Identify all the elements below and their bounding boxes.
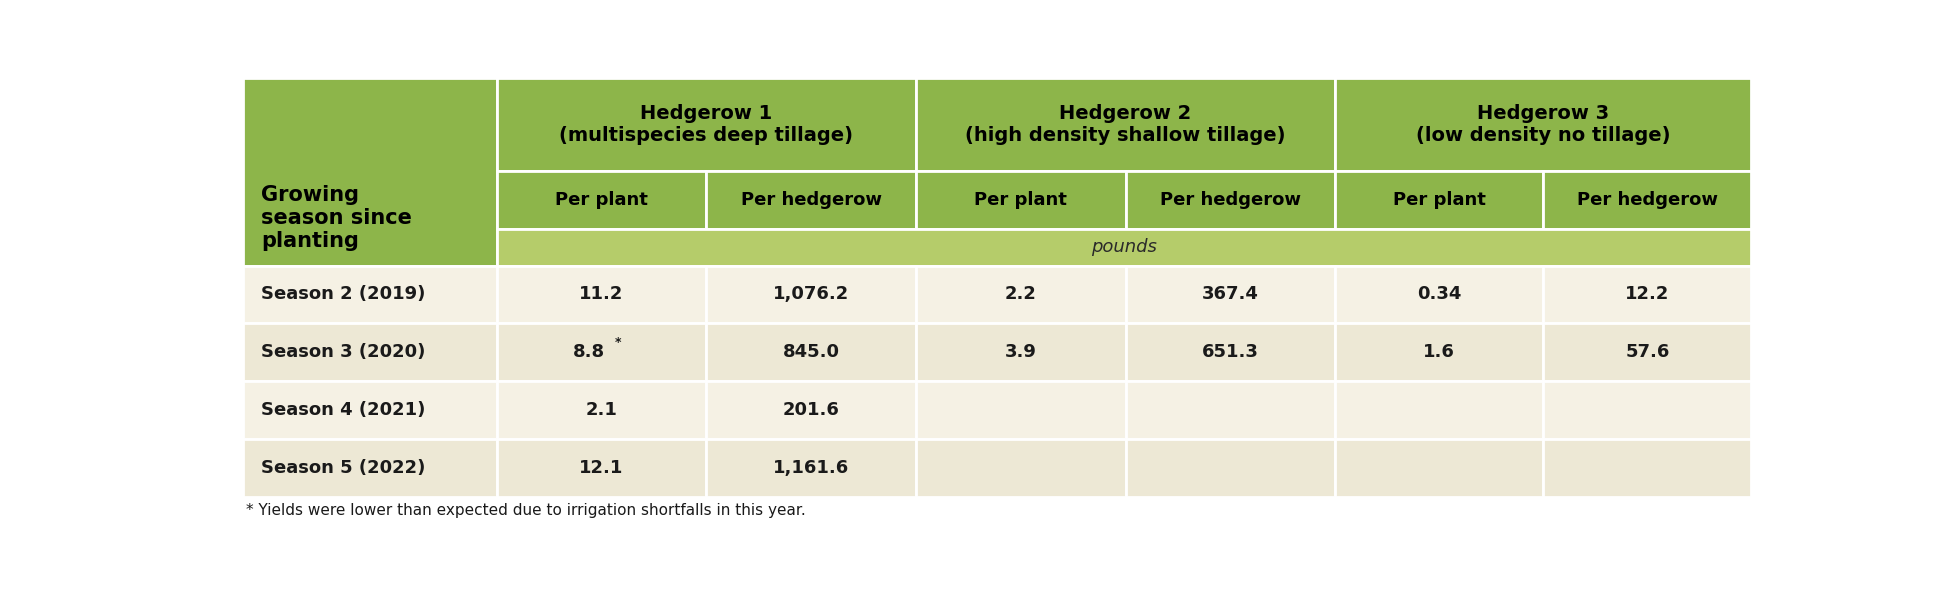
Text: 2.1: 2.1 [586,401,617,419]
FancyBboxPatch shape [1335,381,1543,439]
Text: Season 5 (2022): Season 5 (2022) [261,459,426,477]
FancyBboxPatch shape [243,78,496,266]
Text: 2.2: 2.2 [1004,286,1037,303]
Text: Growing
season since
planting: Growing season since planting [261,185,413,251]
Text: * Yields were lower than expected due to irrigation shortfalls in this year.: * Yields were lower than expected due to… [245,503,806,519]
FancyBboxPatch shape [1543,439,1751,497]
FancyBboxPatch shape [496,439,706,497]
FancyBboxPatch shape [917,323,1125,381]
Text: Per plant: Per plant [975,191,1066,209]
FancyBboxPatch shape [1543,171,1751,229]
FancyBboxPatch shape [1125,381,1335,439]
Text: *: * [615,336,621,349]
Text: 651.3: 651.3 [1203,343,1259,361]
FancyBboxPatch shape [1125,266,1335,323]
Text: 3.9: 3.9 [1004,343,1037,361]
FancyBboxPatch shape [917,78,1335,171]
Text: Season 4 (2021): Season 4 (2021) [261,401,426,419]
FancyBboxPatch shape [496,323,706,381]
Text: 12.1: 12.1 [580,459,623,477]
Text: Hedgerow 2
(high density shallow tillage): Hedgerow 2 (high density shallow tillage… [965,104,1286,145]
FancyBboxPatch shape [1335,78,1751,171]
Text: Hedgerow 1
(multispecies deep tillage): Hedgerow 1 (multispecies deep tillage) [559,104,852,145]
FancyBboxPatch shape [496,381,706,439]
Text: 1,161.6: 1,161.6 [773,459,848,477]
Text: Per hedgerow: Per hedgerow [1160,191,1300,209]
Text: Per plant: Per plant [555,191,648,209]
FancyBboxPatch shape [1335,171,1543,229]
FancyBboxPatch shape [496,266,706,323]
FancyBboxPatch shape [243,381,496,439]
FancyBboxPatch shape [243,266,496,323]
Text: 0.34: 0.34 [1417,286,1461,303]
Text: 845.0: 845.0 [782,343,839,361]
FancyBboxPatch shape [917,266,1125,323]
FancyBboxPatch shape [706,323,917,381]
FancyBboxPatch shape [243,323,496,381]
FancyBboxPatch shape [1125,171,1335,229]
Text: Hedgerow 3
(low density no tillage): Hedgerow 3 (low density no tillage) [1417,104,1670,145]
Text: 57.6: 57.6 [1625,343,1670,361]
Text: 1,076.2: 1,076.2 [773,286,848,303]
FancyBboxPatch shape [1125,323,1335,381]
FancyBboxPatch shape [1335,323,1543,381]
Text: Per plant: Per plant [1393,191,1485,209]
FancyBboxPatch shape [1543,266,1751,323]
Text: 8.8: 8.8 [574,343,605,361]
FancyBboxPatch shape [243,439,496,497]
Text: 201.6: 201.6 [782,401,839,419]
Text: 11.2: 11.2 [580,286,623,303]
Text: Per hedgerow: Per hedgerow [741,191,882,209]
Text: 367.4: 367.4 [1203,286,1259,303]
FancyBboxPatch shape [706,381,917,439]
Text: Season 3 (2020): Season 3 (2020) [261,343,426,361]
FancyBboxPatch shape [496,78,917,171]
Text: Per hedgerow: Per hedgerow [1576,191,1718,209]
FancyBboxPatch shape [1543,381,1751,439]
FancyBboxPatch shape [1125,439,1335,497]
FancyBboxPatch shape [496,171,706,229]
Text: pounds: pounds [1092,238,1158,256]
Text: Season 2 (2019): Season 2 (2019) [261,286,426,303]
FancyBboxPatch shape [917,381,1125,439]
FancyBboxPatch shape [1543,323,1751,381]
Text: 12.2: 12.2 [1625,286,1670,303]
FancyBboxPatch shape [706,439,917,497]
FancyBboxPatch shape [1335,439,1543,497]
FancyBboxPatch shape [917,439,1125,497]
FancyBboxPatch shape [1335,266,1543,323]
FancyBboxPatch shape [496,229,1751,266]
Text: 1.6: 1.6 [1423,343,1456,361]
FancyBboxPatch shape [917,171,1125,229]
FancyBboxPatch shape [706,266,917,323]
FancyBboxPatch shape [706,171,917,229]
